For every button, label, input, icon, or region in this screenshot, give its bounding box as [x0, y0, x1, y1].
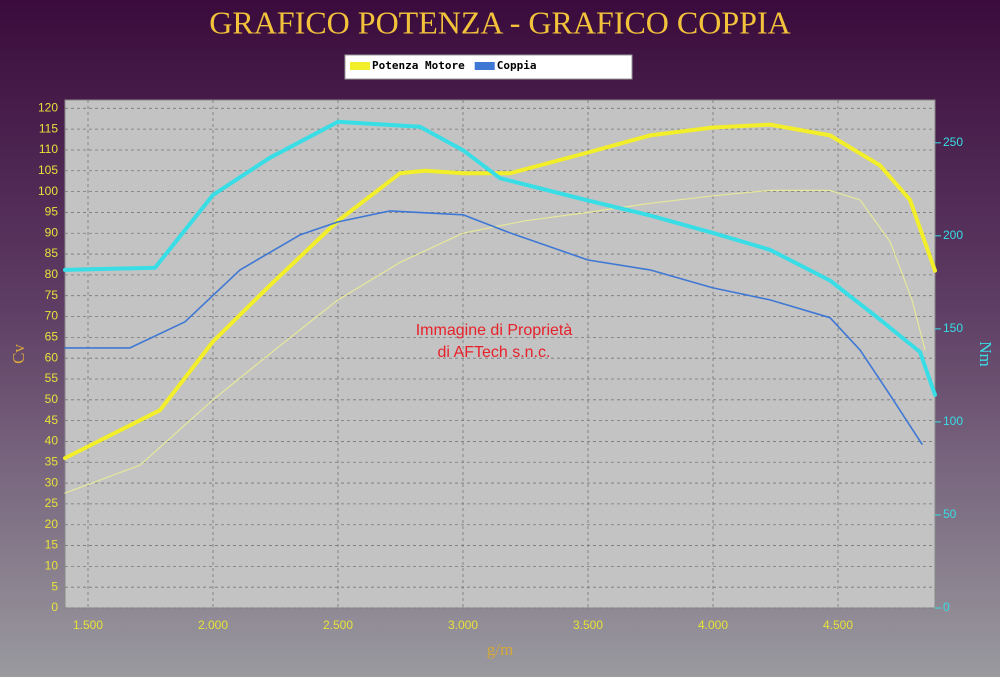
- y2-axis-label: Nm: [976, 341, 995, 367]
- x-tick-label: 4.000: [698, 618, 728, 632]
- legend-label: Potenza Motore: [372, 59, 465, 72]
- y-tick-label: 85: [45, 246, 59, 260]
- y-tick-label: 60: [45, 350, 59, 364]
- y-axis-label: Cv: [9, 344, 28, 364]
- y2-tick-label: 50: [943, 507, 957, 521]
- y-tick-label: 115: [39, 121, 58, 135]
- y-tick-label: 95: [45, 205, 59, 219]
- x-tick-label: 1.500: [73, 618, 103, 632]
- y-tick-label: 70: [45, 309, 59, 323]
- x-tick-label: 4.500: [823, 618, 853, 632]
- plot-area: [64, 99, 936, 609]
- y-tick-label: 40: [45, 434, 59, 448]
- x-tick-label: 3.000: [448, 618, 478, 632]
- series-line: [64, 210, 923, 445]
- series-line: [63, 119, 937, 397]
- y-tick-label: 80: [45, 267, 59, 281]
- y-tick-label: 90: [45, 225, 59, 239]
- y-tick-label: 75: [45, 288, 59, 302]
- y2-tick-label: 150: [943, 321, 963, 335]
- y-tick-label: 20: [45, 517, 59, 531]
- legend: Potenza Motore Coppia: [350, 59, 536, 72]
- lines: [63, 119, 937, 494]
- y-tick-label: 10: [45, 559, 59, 573]
- y-tick-label: 5: [51, 579, 58, 593]
- y2-tick-label: 0: [943, 600, 950, 614]
- x-tick-label: 2.500: [323, 618, 353, 632]
- annotation: di AFTech s.n.c.: [438, 344, 551, 361]
- legend-swatch: [474, 62, 495, 70]
- y-tick-label: 25: [45, 496, 59, 510]
- y-tick-label: 15: [45, 538, 59, 552]
- y-tick-label: 55: [45, 371, 59, 385]
- grid: 0 5 10 15 20 25 30 35 40 45 50 55 60 65 70 75 80 85 90 95 10…: [38, 100, 963, 632]
- chart-title: GRAFICO POTENZA - GRAFICO COPPIA: [209, 4, 790, 40]
- series-line: [63, 122, 937, 461]
- x-tick-label: 2.000: [198, 618, 228, 632]
- y2-tick-label: 250: [943, 135, 963, 149]
- y-tick-label: 110: [39, 142, 58, 156]
- legend-swatch: [350, 62, 370, 70]
- series-line: [64, 189, 926, 494]
- y-tick-label: 0: [51, 600, 58, 614]
- y2-tick-label: 200: [943, 228, 963, 242]
- legend-label: Coppia: [497, 59, 537, 72]
- y-tick-label: 50: [45, 392, 59, 406]
- y-tick-label: 105: [38, 163, 58, 177]
- y-tick-label: 45: [45, 413, 59, 427]
- y2-tick-label: 100: [943, 414, 963, 428]
- y-tick-label: 30: [45, 475, 59, 489]
- y-tick-label: 100: [38, 184, 58, 198]
- y-tick-label: 35: [45, 454, 59, 468]
- y-tick-label: 120: [38, 100, 58, 114]
- y-tick-label: 65: [45, 330, 59, 344]
- annotation: Immagine di Proprietà: [416, 322, 573, 339]
- x-tick-label: 3.500: [573, 618, 603, 632]
- x-axis-label: g/m: [487, 640, 513, 659]
